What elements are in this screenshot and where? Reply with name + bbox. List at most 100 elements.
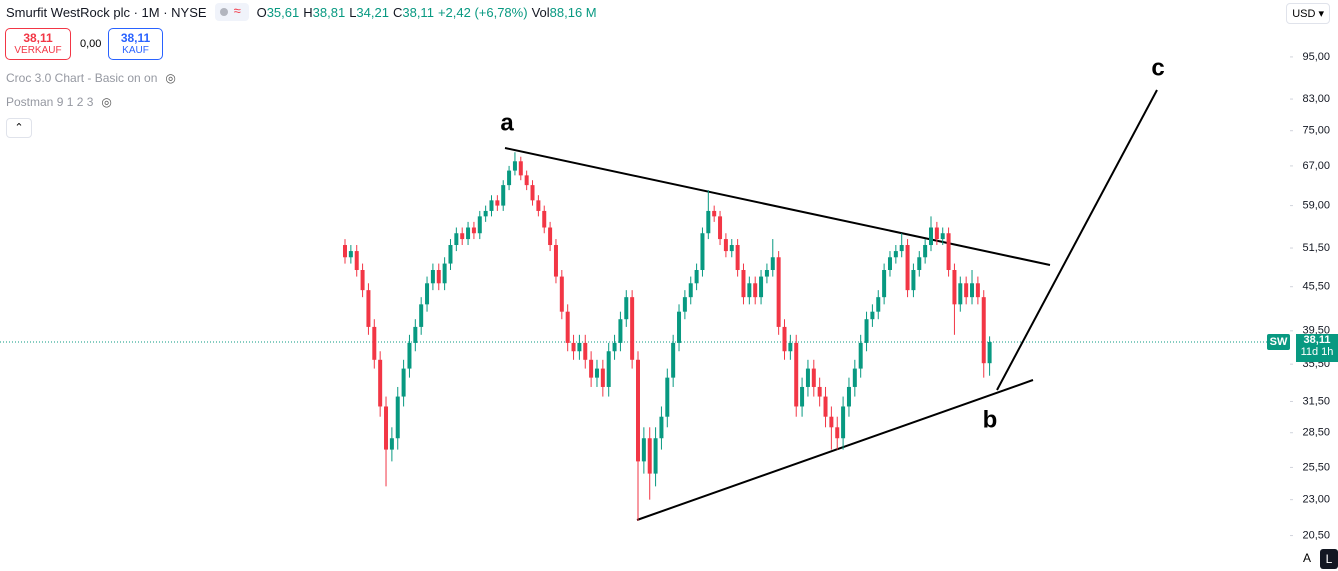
auto-scale-button[interactable]: A <box>1302 551 1311 565</box>
hide-icon[interactable]: ◎ <box>101 95 112 109</box>
body <box>893 251 898 258</box>
candle <box>852 359 857 397</box>
body <box>407 342 412 369</box>
candle <box>419 297 424 335</box>
wave-label: a <box>500 109 514 136</box>
body <box>348 251 353 258</box>
candle <box>817 377 822 407</box>
candle <box>460 227 465 246</box>
candle <box>477 210 482 240</box>
ohlc-value: 38,11 <box>402 4 434 20</box>
indicator: Postman 9 1 2 3 ◎ <box>6 95 112 109</box>
candle <box>782 319 787 360</box>
body <box>811 368 816 387</box>
body <box>378 359 383 407</box>
body <box>718 216 723 240</box>
candle <box>899 233 904 258</box>
candle <box>589 351 594 387</box>
candle <box>712 205 717 222</box>
collapse-button[interactable]: ⌃ <box>6 118 32 138</box>
trend-line <box>504 147 1051 266</box>
ohlc-value: 35,61 <box>266 4 300 20</box>
body <box>981 297 986 364</box>
body <box>970 283 975 298</box>
body <box>952 270 957 305</box>
tag-box: 38,11 11d 1h <box>1296 334 1338 363</box>
candle <box>389 427 394 462</box>
sell-button[interactable]: 38,11 VERKAUF <box>5 28 71 60</box>
candle <box>940 227 945 246</box>
y-tick-label: 28,50 <box>1302 427 1330 439</box>
hide-icon[interactable]: ◎ <box>165 71 176 85</box>
ohlc-value: 34,21 <box>356 4 389 20</box>
body <box>929 227 933 246</box>
candle <box>413 319 418 352</box>
body <box>671 342 676 378</box>
buy-button[interactable]: 38,11 KAUF <box>108 28 163 60</box>
currency: USD <box>1292 8 1316 20</box>
body <box>852 368 857 387</box>
tag-time: 11d 1h <box>1300 346 1334 359</box>
candle <box>548 221 553 252</box>
body <box>624 297 629 320</box>
candle <box>934 221 939 246</box>
candle <box>518 156 523 181</box>
body <box>436 270 441 284</box>
candle <box>929 216 933 252</box>
candle <box>354 245 359 277</box>
ohlc-key: C <box>392 4 403 20</box>
candle <box>846 377 851 417</box>
y-tick-label: 83,00 <box>1302 93 1330 105</box>
candle <box>530 180 535 206</box>
body <box>940 233 945 240</box>
body <box>594 368 599 378</box>
body <box>846 386 851 407</box>
candle <box>753 276 758 305</box>
candle <box>536 195 541 217</box>
ohlc-values: O 35,61 H 38,81 L 34,21 C 38,11 <box>257 5 434 20</box>
buy-price: 38,11 <box>120 31 151 45</box>
candle <box>923 239 928 264</box>
body <box>723 239 728 252</box>
candle <box>343 239 347 264</box>
body <box>899 245 904 252</box>
trend-line <box>996 89 1158 391</box>
body <box>682 297 687 312</box>
body <box>759 276 764 298</box>
body <box>641 438 646 462</box>
log-scale-button[interactable]: L <box>1320 549 1338 569</box>
candle <box>729 239 734 258</box>
body <box>934 227 939 240</box>
candle <box>583 334 588 369</box>
candle <box>735 239 740 277</box>
candle <box>764 263 769 284</box>
symbol-title: Smurfit WestRock plc · 1M · NYSE <box>6 4 207 20</box>
candle <box>372 319 377 369</box>
body <box>524 175 529 186</box>
body <box>612 342 617 352</box>
candle <box>747 276 752 305</box>
candle <box>384 396 389 487</box>
indicator: Croc 3.0 Chart - Basic on on ◎ <box>6 71 176 85</box>
body <box>413 326 418 343</box>
body <box>395 396 400 439</box>
body <box>589 359 594 378</box>
candle <box>624 290 629 327</box>
body <box>747 283 752 298</box>
body <box>454 233 459 246</box>
body <box>653 438 658 474</box>
candle <box>495 195 500 211</box>
body <box>823 396 828 417</box>
candle <box>600 359 605 397</box>
candle <box>770 239 775 277</box>
body <box>630 297 635 360</box>
currency-button[interactable]: USD ▾ <box>1286 3 1330 24</box>
candle <box>577 334 582 360</box>
body <box>530 185 535 201</box>
tag-symbol: SW <box>1267 334 1290 351</box>
candle <box>905 239 910 298</box>
candle <box>682 290 687 320</box>
candle <box>870 304 875 327</box>
toggle[interactable]: ≈ <box>214 3 249 21</box>
